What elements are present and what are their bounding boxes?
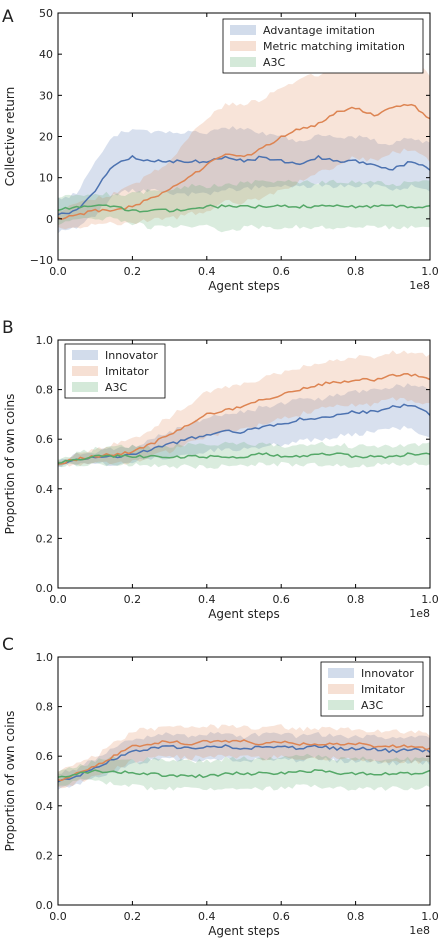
- series-line-2: [57, 769, 431, 779]
- legend-swatch: [230, 57, 256, 67]
- x-tick-label: 0.2: [124, 593, 142, 606]
- legend-label: A3C: [361, 699, 384, 712]
- x-tick-label: 0.0: [49, 910, 67, 923]
- legend-swatch: [230, 25, 256, 35]
- legend-label: Innovator: [105, 349, 158, 362]
- legend: Innovator Imitator A3C: [320, 661, 424, 717]
- y-tick-label: 30: [39, 89, 53, 102]
- legend-box: [64, 343, 166, 399]
- x-axis-multiplier: 1e8: [409, 279, 430, 292]
- y-tick-label: 0.6: [36, 433, 54, 446]
- confidence-band-2: [58, 441, 430, 469]
- x-axis-label: Agent steps: [208, 924, 280, 938]
- legend-label: Advantage imitation: [263, 24, 375, 37]
- x-tick-label: 1.0: [421, 265, 438, 278]
- confidence-band-1: [58, 350, 430, 467]
- panel-letter: B: [2, 318, 14, 338]
- confidence-band-0: [58, 126, 430, 234]
- y-axis-label: Collective return: [3, 87, 17, 186]
- x-axis-label: Agent steps: [208, 607, 280, 621]
- axes-frame: [57, 339, 431, 589]
- series-line-1: [57, 103, 431, 221]
- y-tick-label: 0.2: [36, 849, 54, 862]
- y-tick-label: 50: [39, 7, 53, 20]
- confidence-band-1: [58, 58, 430, 230]
- y-tick-label: 0.4: [36, 483, 54, 496]
- y-tick-label: 0.4: [36, 800, 54, 813]
- y-tick-label: 0.0: [36, 899, 54, 912]
- axes-frame: [57, 656, 431, 906]
- chart-panel-c: C 0.0 0.2 0.4 0.6 0.8 1.0 0.0 0.2 0.4 0.6 0.8 1.0 Age…: [2, 635, 438, 938]
- chart-panel-a: A 0.0 0.2 0.4 0.6 0.8 1.0 −10 0 10 20 30 40 50 Agent s…: [2, 7, 438, 293]
- y-tick-label: 20: [39, 131, 53, 144]
- x-tick-label: 0.2: [124, 910, 142, 923]
- legend-swatch: [72, 382, 98, 392]
- legend-swatch: [328, 668, 354, 678]
- legend: Innovator Imitator A3C: [64, 343, 166, 399]
- series-line-2: [57, 204, 431, 213]
- y-tick-label: 1.0: [36, 651, 54, 664]
- chart-panel-b: B 0.0 0.2 0.4 0.6 0.8 1.0 0.0 0.2 0.4 0.6 0.8 1.0 Age…: [2, 318, 438, 621]
- legend-swatch: [328, 684, 354, 694]
- legend-swatch: [72, 350, 98, 360]
- y-tick-label: 0: [46, 213, 53, 226]
- legend-label: A3C: [263, 56, 286, 69]
- x-axis-label: Agent steps: [208, 279, 280, 293]
- series-line-1: [57, 739, 431, 782]
- legend-label: Innovator: [361, 667, 414, 680]
- confidence-band-0: [58, 383, 430, 468]
- x-tick-label: 0.6: [272, 910, 290, 923]
- legend-label: A3C: [105, 381, 128, 394]
- confidence-band-2: [58, 753, 430, 791]
- legend-label: Imitator: [105, 365, 149, 378]
- series-line-0: [57, 744, 431, 783]
- legend-box: [320, 661, 424, 717]
- x-tick-label: 0.8: [347, 593, 365, 606]
- panel-letter: A: [2, 7, 14, 27]
- legend-box: [222, 18, 424, 74]
- x-tick-label: 1.0: [421, 910, 438, 923]
- series-line-2: [57, 452, 431, 464]
- x-axis-multiplier: 1e8: [409, 924, 430, 937]
- legend-label: Imitator: [361, 683, 405, 696]
- x-tick-label: 0.2: [124, 265, 142, 278]
- x-axis-multiplier: 1e8: [409, 607, 430, 620]
- x-tick-label: 0.0: [49, 265, 67, 278]
- x-tick-label: 0.8: [347, 265, 365, 278]
- legend: Advantage imitation Metric matching imita…: [222, 18, 424, 74]
- y-tick-label: 1.0: [36, 334, 54, 347]
- y-tick-label: 0.8: [36, 384, 54, 397]
- x-tick-label: 1.0: [421, 593, 438, 606]
- series-line-0: [57, 403, 431, 465]
- y-axis-label: Proportion of own coins: [3, 711, 17, 852]
- y-tick-label: 10: [39, 172, 53, 185]
- x-tick-label: 0.6: [272, 593, 290, 606]
- x-tick-label: 0.4: [198, 265, 216, 278]
- series-line-1: [58, 372, 431, 465]
- y-tick-label: 0.8: [36, 701, 54, 714]
- legend-swatch: [230, 41, 256, 51]
- legend-swatch: [328, 700, 354, 710]
- y-tick-label: −10: [30, 254, 53, 267]
- y-tick-label: 0.2: [36, 532, 54, 545]
- x-tick-label: 0.6: [272, 265, 290, 278]
- series-line-0: [57, 154, 431, 216]
- y-tick-label: 0.0: [36, 582, 54, 595]
- legend-swatch: [72, 366, 98, 376]
- legend-label: Metric matching imitation: [263, 40, 405, 53]
- x-tick-label: 0.0: [49, 593, 67, 606]
- x-tick-label: 0.4: [198, 910, 216, 923]
- panel-letter: C: [2, 635, 14, 655]
- y-tick-label: 40: [39, 48, 53, 61]
- x-tick-label: 0.8: [347, 910, 365, 923]
- confidence-band-0: [58, 731, 430, 790]
- confidence-band-1: [58, 724, 430, 789]
- y-tick-label: 0.6: [36, 750, 54, 763]
- x-tick-label: 0.4: [198, 593, 216, 606]
- y-axis-label: Proportion of own coins: [3, 394, 17, 535]
